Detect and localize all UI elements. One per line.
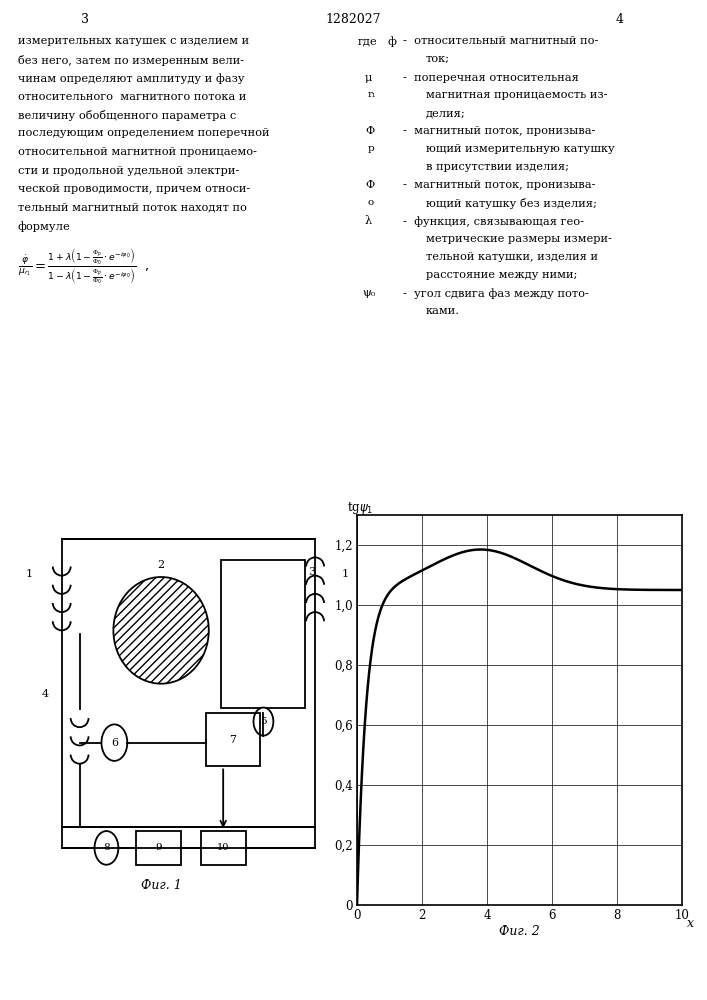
Text: расстояние между ними;: расстояние между ними; [426,270,578,280]
Text: сти и продольной удельной электри-: сти и продольной удельной электри- [18,165,239,176]
Bar [206,713,260,766]
Text: λ: λ [365,216,373,226]
Text: x: x [687,917,694,930]
Text: -  магнитный поток, пронизыва-: - магнитный поток, пронизыва- [403,126,595,136]
Text: ющий измерительную катушку: ющий измерительную катушку [426,144,615,154]
Text: в присутствии изделия;: в присутствии изделия; [426,162,569,172]
Text: делия;: делия; [426,108,466,118]
Text: ток;: ток; [426,54,450,64]
Text: 3: 3 [308,567,315,577]
Text: метрические размеры измери-: метрические размеры измери- [426,234,612,244]
Circle shape [102,724,127,761]
Text: 6: 6 [111,738,118,748]
Text: 4: 4 [41,689,48,699]
Bar [221,560,305,708]
Text: относительного  магнитного потока и: относительного магнитного потока и [18,92,246,102]
Circle shape [254,708,274,736]
Text: 2: 2 [158,560,165,570]
Text: -  относительный магнитный по-: - относительный магнитный по- [403,36,598,46]
Bar [201,831,245,865]
Text: о: о [368,198,374,207]
Text: ψ₀: ψ₀ [362,288,375,298]
Text: -  поперечная относительная: - поперечная относительная [403,73,579,83]
Text: Φ: Φ [365,126,374,136]
Text: чинам определяют амплитуду и фазу: чинам определяют амплитуду и фазу [18,73,245,84]
Text: где: где [358,36,378,46]
Text: 3: 3 [81,13,89,26]
Ellipse shape [113,577,209,684]
Text: последующим определением поперечной: последующим определением поперечной [18,128,269,138]
Text: $\frac{\dot{\varphi}}{\mu_{r_1}} = \frac{1+\lambda\left(1-\frac{\Phi_p}{\Phi_0} : $\frac{\dot{\varphi}}{\mu_{r_1}} = \frac… [18,247,149,286]
Text: Фиг. 2: Фиг. 2 [499,925,540,938]
Text: 1282027: 1282027 [325,13,381,26]
Text: -  функция, связывающая гео-: - функция, связывающая гео- [403,216,584,227]
Text: формуле: формуле [18,221,71,232]
Text: измерительных катушек с изделием и: измерительных катушек с изделием и [18,36,249,46]
Text: tg$\psi_1$: tg$\psi_1$ [347,500,374,516]
Text: р: р [368,144,375,153]
Text: тельный магнитный поток находят по: тельный магнитный поток находят по [18,202,247,213]
Text: тельной катушки, изделия и: тельной катушки, изделия и [426,252,598,262]
Text: μ: μ [365,73,373,83]
Text: 4: 4 [616,13,624,26]
Text: ф: ф [388,36,397,47]
Text: ками.: ками. [426,306,460,316]
Text: 1: 1 [341,569,349,579]
Text: -  угол сдвига фаз между пото-: - угол сдвига фаз между пото- [403,288,589,299]
Text: Φ: Φ [365,180,374,190]
Text: 5: 5 [260,717,267,726]
Text: магнитная проницаемость из-: магнитная проницаемость из- [426,90,607,100]
Bar [62,539,315,827]
Text: 1: 1 [25,569,33,579]
Text: r₁: r₁ [368,90,377,99]
Text: 10: 10 [217,843,229,852]
Bar [136,831,181,865]
Circle shape [95,831,118,865]
Text: 8: 8 [103,843,110,852]
Text: без него, затем по измеренным вели-: без него, затем по измеренным вели- [18,54,244,66]
Text: относительной магнитной проницаемо-: относительной магнитной проницаемо- [18,147,257,157]
Text: 7: 7 [230,735,237,745]
Text: ческой проводимости, причем относи-: ческой проводимости, причем относи- [18,184,250,194]
Text: ющий катушку без изделия;: ющий катушку без изделия; [426,198,597,209]
Text: 9: 9 [156,843,162,852]
Text: Фиг. 1: Фиг. 1 [141,879,182,892]
Text: величину обобщенного параметра с: величину обобщенного параметра с [18,110,236,121]
Text: -  магнитный поток, пронизыва-: - магнитный поток, пронизыва- [403,180,595,190]
